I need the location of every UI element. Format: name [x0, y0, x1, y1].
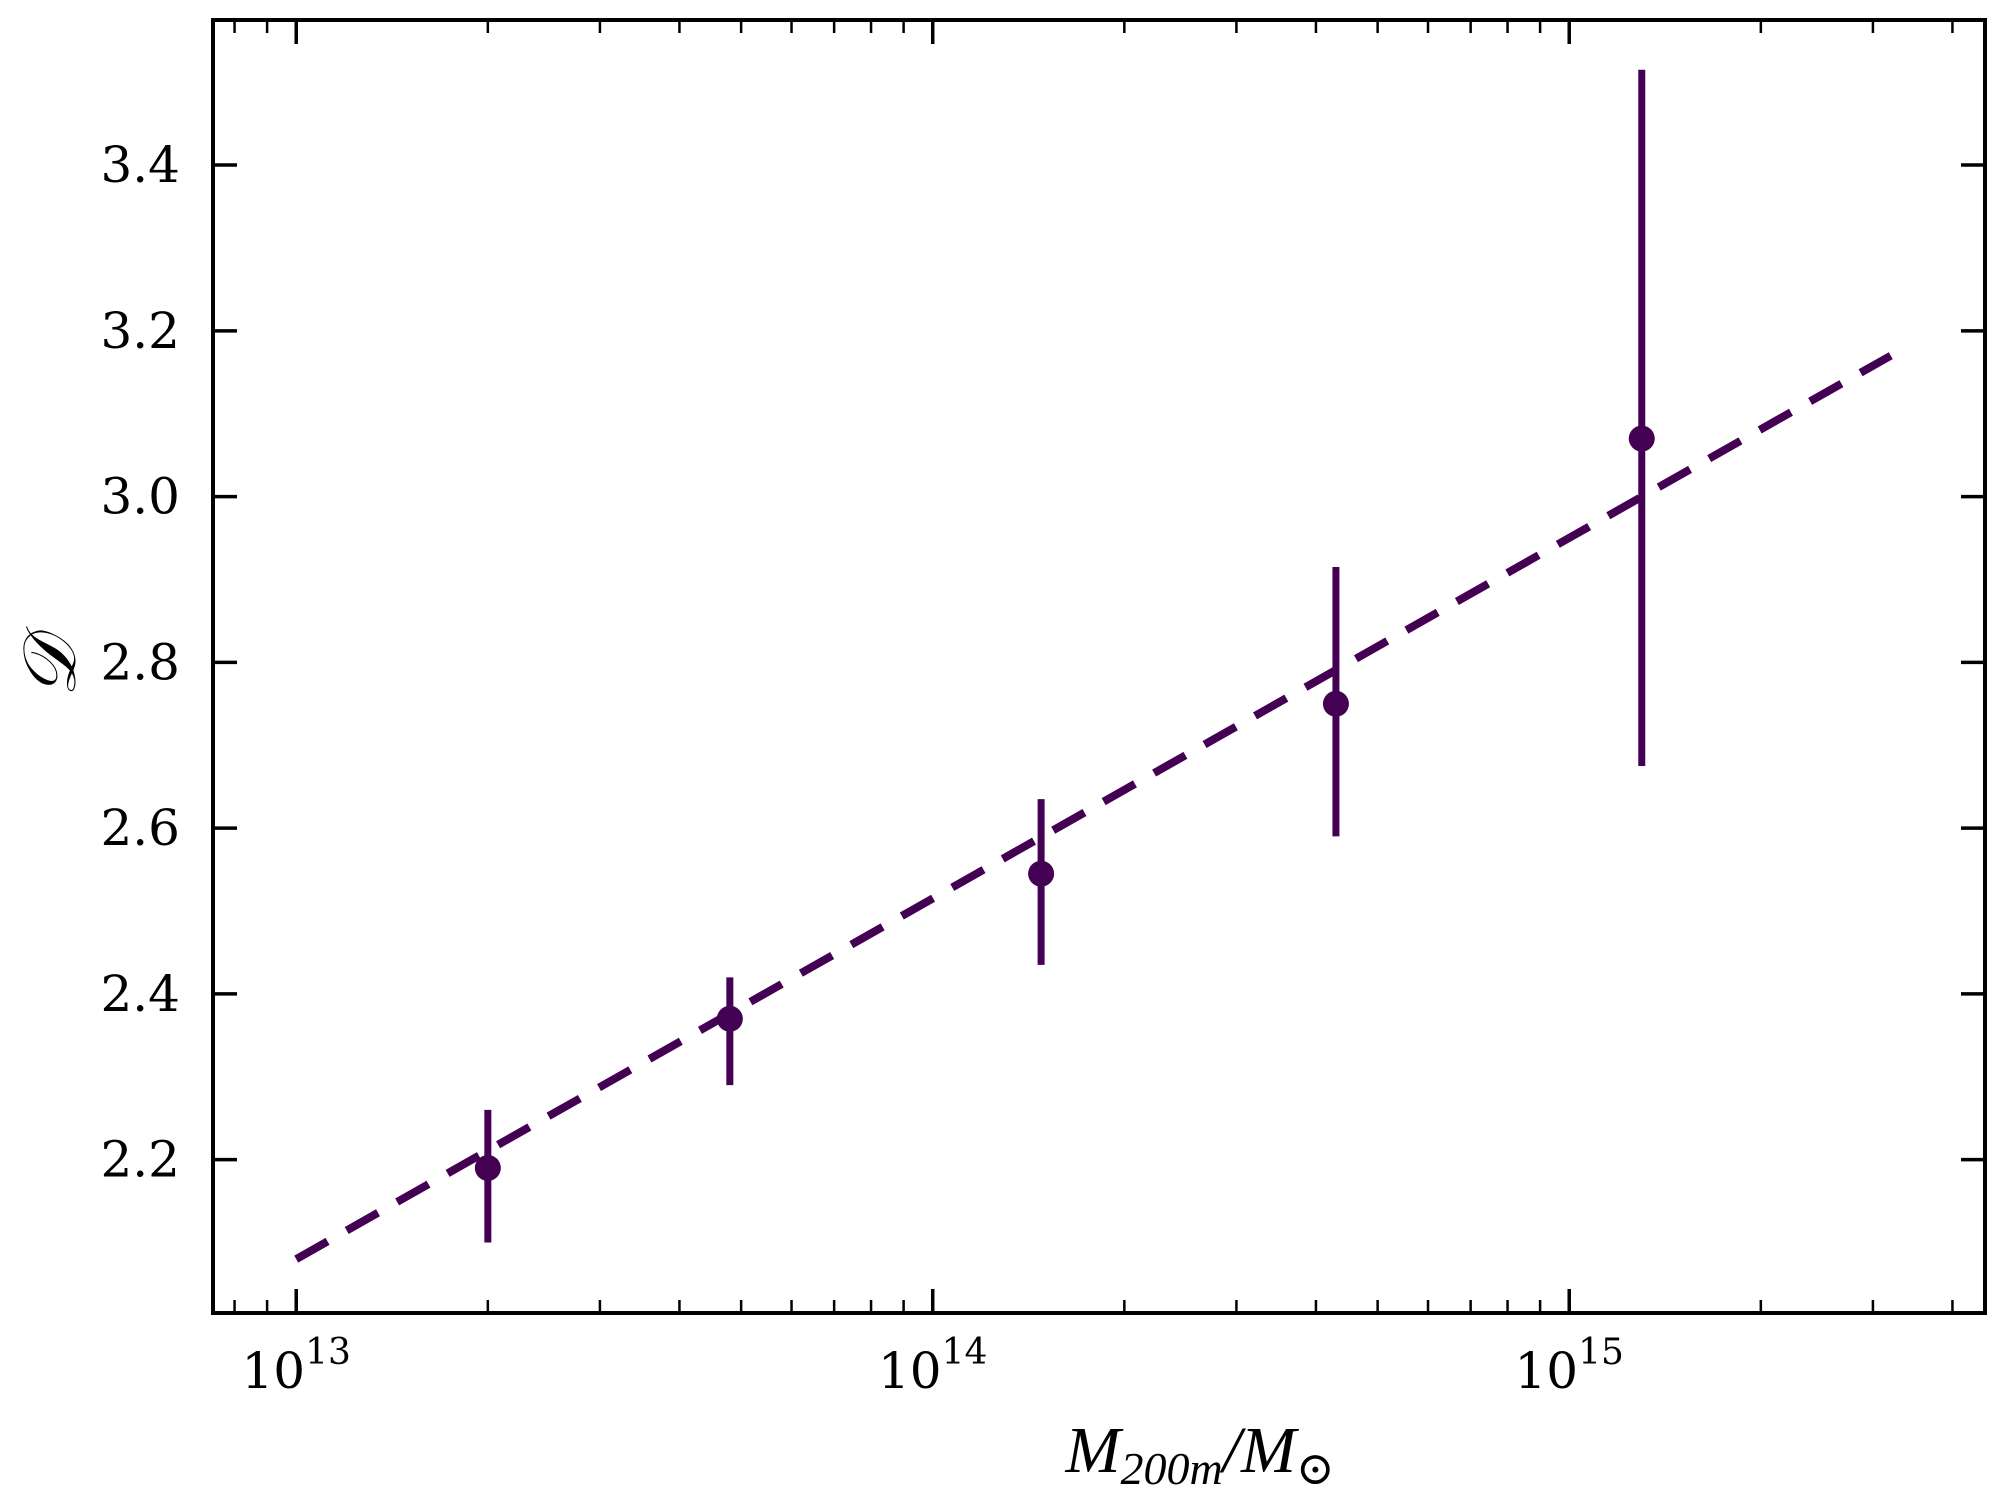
fit-line-path	[294, 352, 1893, 1263]
data-point	[716, 1005, 743, 1032]
x-tick-label: 1013	[242, 1332, 351, 1400]
x-axis-label-main: M	[1064, 1414, 1124, 1487]
y-tick-label: 3.2	[100, 302, 180, 360]
x-axis-label-sep: /M	[1219, 1414, 1300, 1487]
plot-frame	[211, 18, 1987, 1315]
x-tick-label: 1014	[878, 1332, 987, 1400]
data-point	[474, 1154, 501, 1181]
y-tick-label: 2.6	[100, 799, 180, 857]
error-bars	[474, 69, 1655, 1243]
major-ticks	[213, 20, 1985, 1313]
x-axis-label: M200m/M⊙	[1064, 1414, 1334, 1494]
y-tick-label: 2.8	[100, 633, 180, 691]
x-axis-label-sun: ⊙	[1296, 1443, 1335, 1494]
y-tick-label: 2.4	[100, 965, 180, 1023]
data-point	[1028, 860, 1055, 887]
data-point	[1322, 690, 1349, 717]
y-tick-label: 3.0	[100, 468, 180, 526]
x-tick-label: 1015	[1515, 1332, 1624, 1400]
minor-ticks	[233, 20, 1954, 1313]
y-tick-label: 3.4	[100, 136, 180, 194]
x-tick-labels: 1013 1014 1015	[242, 1332, 1624, 1400]
fit-line	[294, 352, 1893, 1263]
y-axis-label: 𝒟	[10, 626, 92, 698]
y-tick-label: 2.2	[100, 1131, 180, 1189]
y-tick-labels: 2.2 2.4 2.6 2.8 3.0 3.2 3.4	[100, 136, 180, 1189]
x-axis-label-sub: 200m	[1120, 1443, 1222, 1494]
data-point	[1628, 425, 1655, 452]
